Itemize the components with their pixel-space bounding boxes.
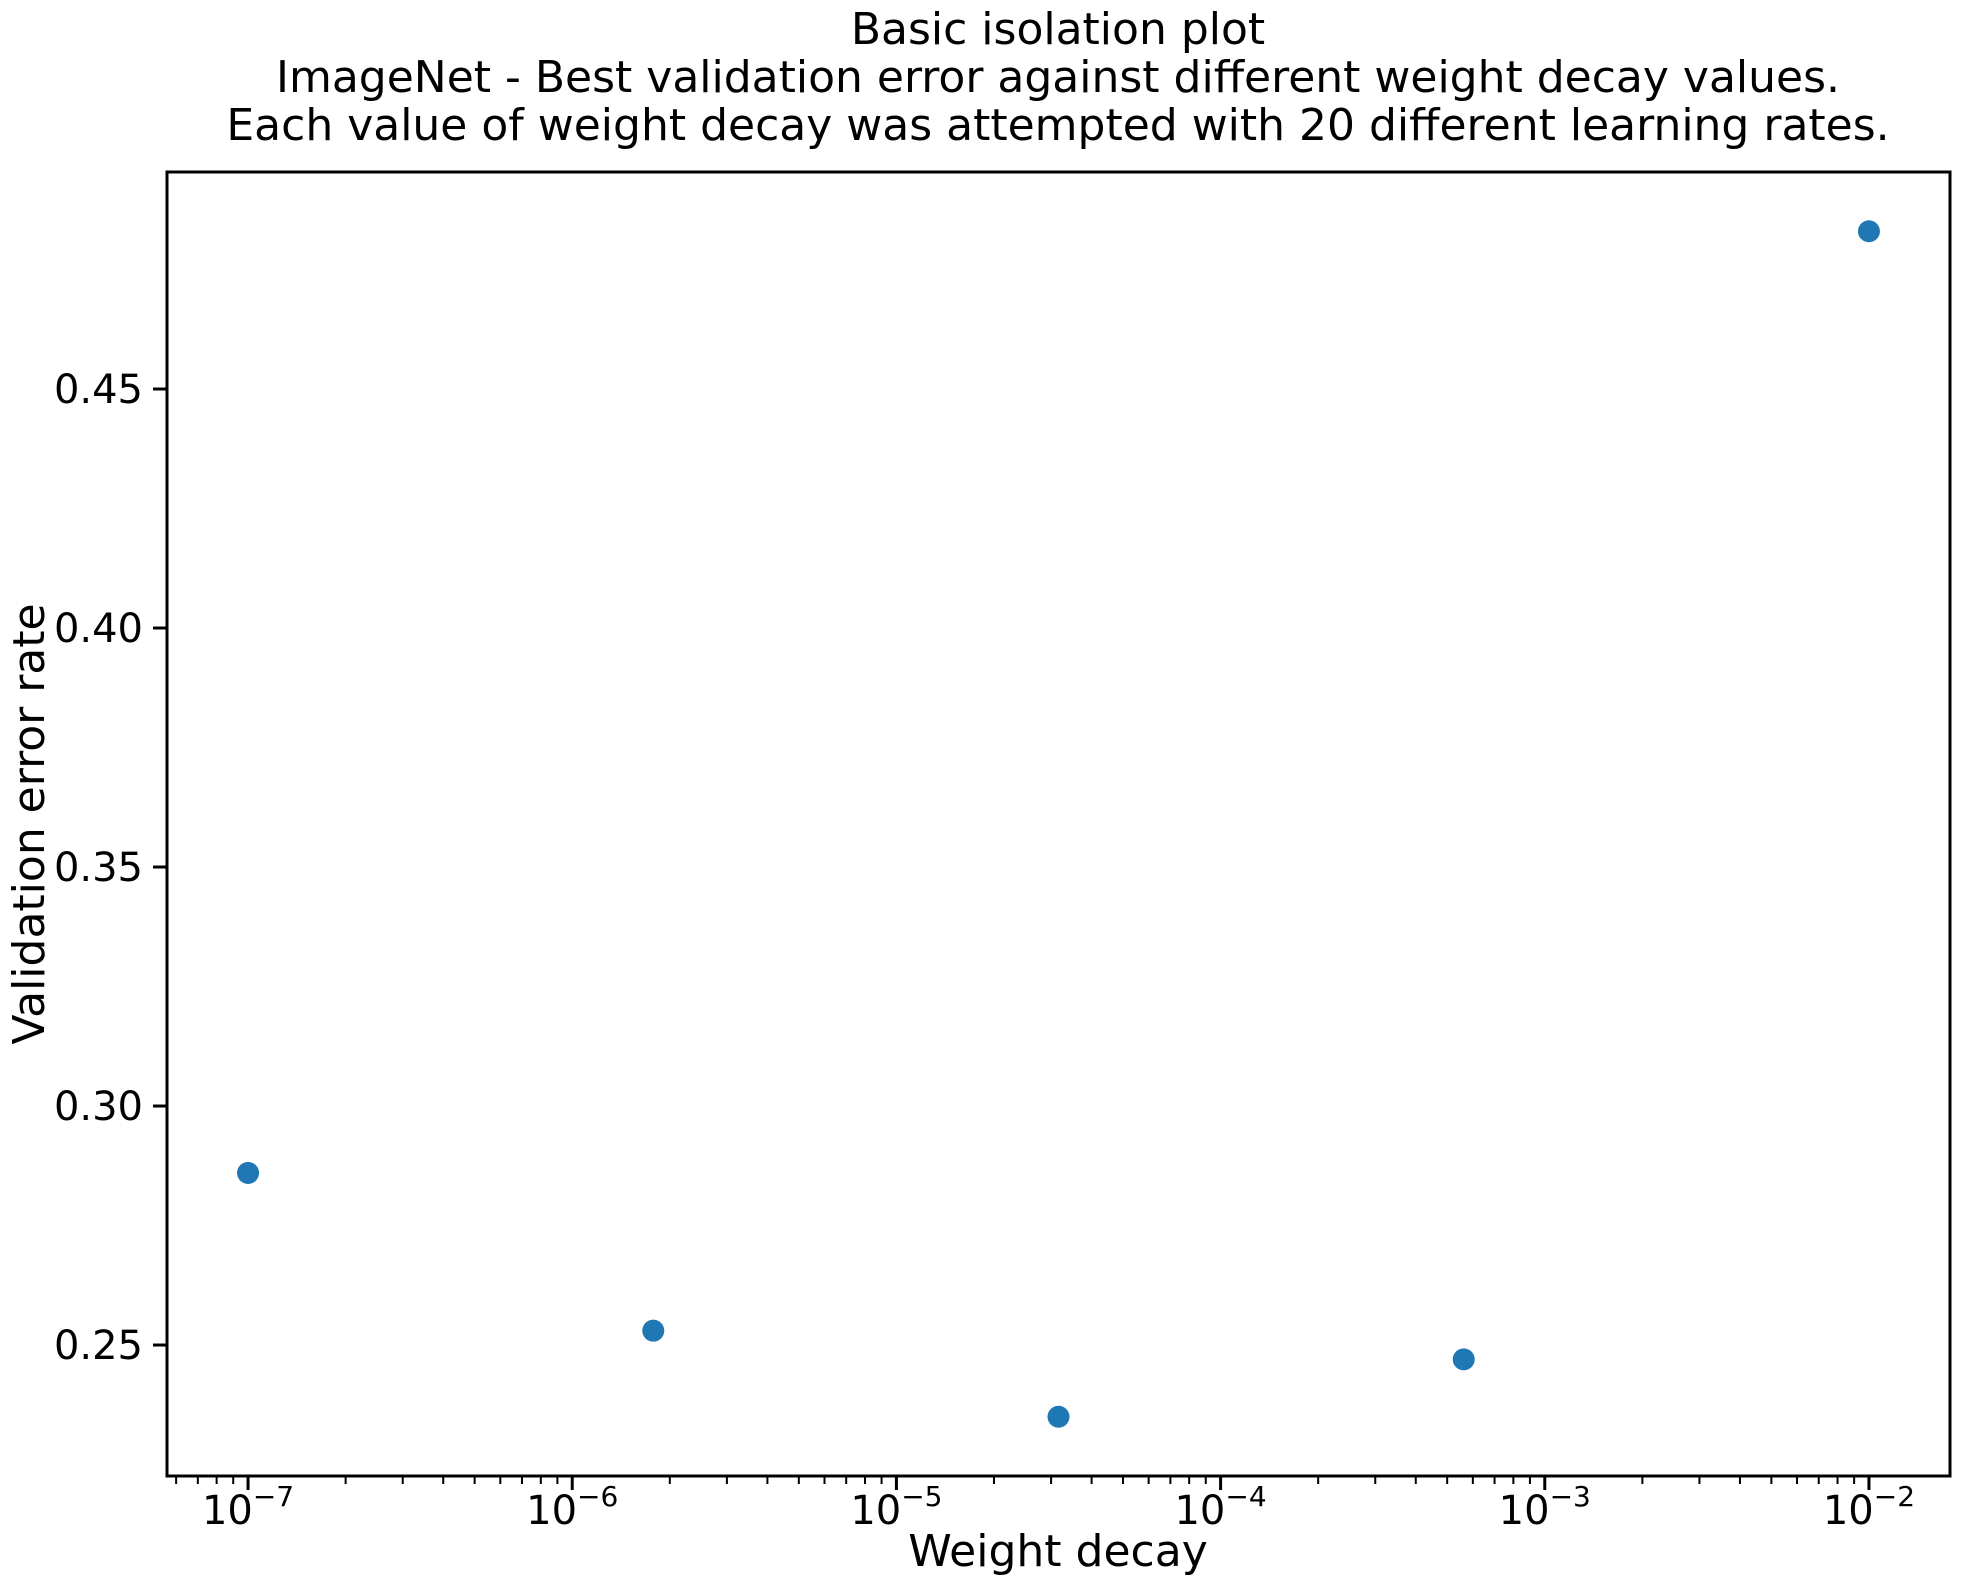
- data-point: [1452, 1348, 1475, 1371]
- x-tick-label: 10−2: [1823, 1480, 1915, 1534]
- y-tick-label: 0.25: [54, 1323, 143, 1369]
- plot-border: [165, 170, 1952, 1478]
- data-point: [237, 1161, 260, 1184]
- x-tick-label: 10−5: [850, 1480, 942, 1534]
- x-axis-label: Weight decay: [908, 1526, 1208, 1577]
- chart-title-line-1: Basic isolation plot: [850, 4, 1266, 55]
- y-tick-label: 0.45: [54, 367, 143, 413]
- y-tick-label: 0.35: [54, 845, 143, 891]
- x-tick-label: 10−3: [1499, 1480, 1591, 1534]
- x-tick-label: 10−6: [526, 1480, 618, 1534]
- y-axis-label: Validation error rate: [4, 603, 55, 1045]
- x-tick-label: 10−4: [1174, 1480, 1266, 1534]
- y-tick-label: 0.30: [54, 1084, 143, 1130]
- chart-title: Basic isolation plot ImageNet - Best val…: [226, 6, 1889, 150]
- data-point: [1857, 220, 1880, 243]
- data-point: [642, 1319, 665, 1342]
- data-point: [1047, 1405, 1070, 1428]
- chart-title-line-2: ImageNet - Best validation error against…: [275, 52, 1841, 103]
- x-tick-label: 10−7: [202, 1480, 294, 1534]
- y-tick-label: 0.40: [54, 606, 143, 652]
- chart-title-line-3: Each value of weight decay was attempted…: [226, 100, 1890, 151]
